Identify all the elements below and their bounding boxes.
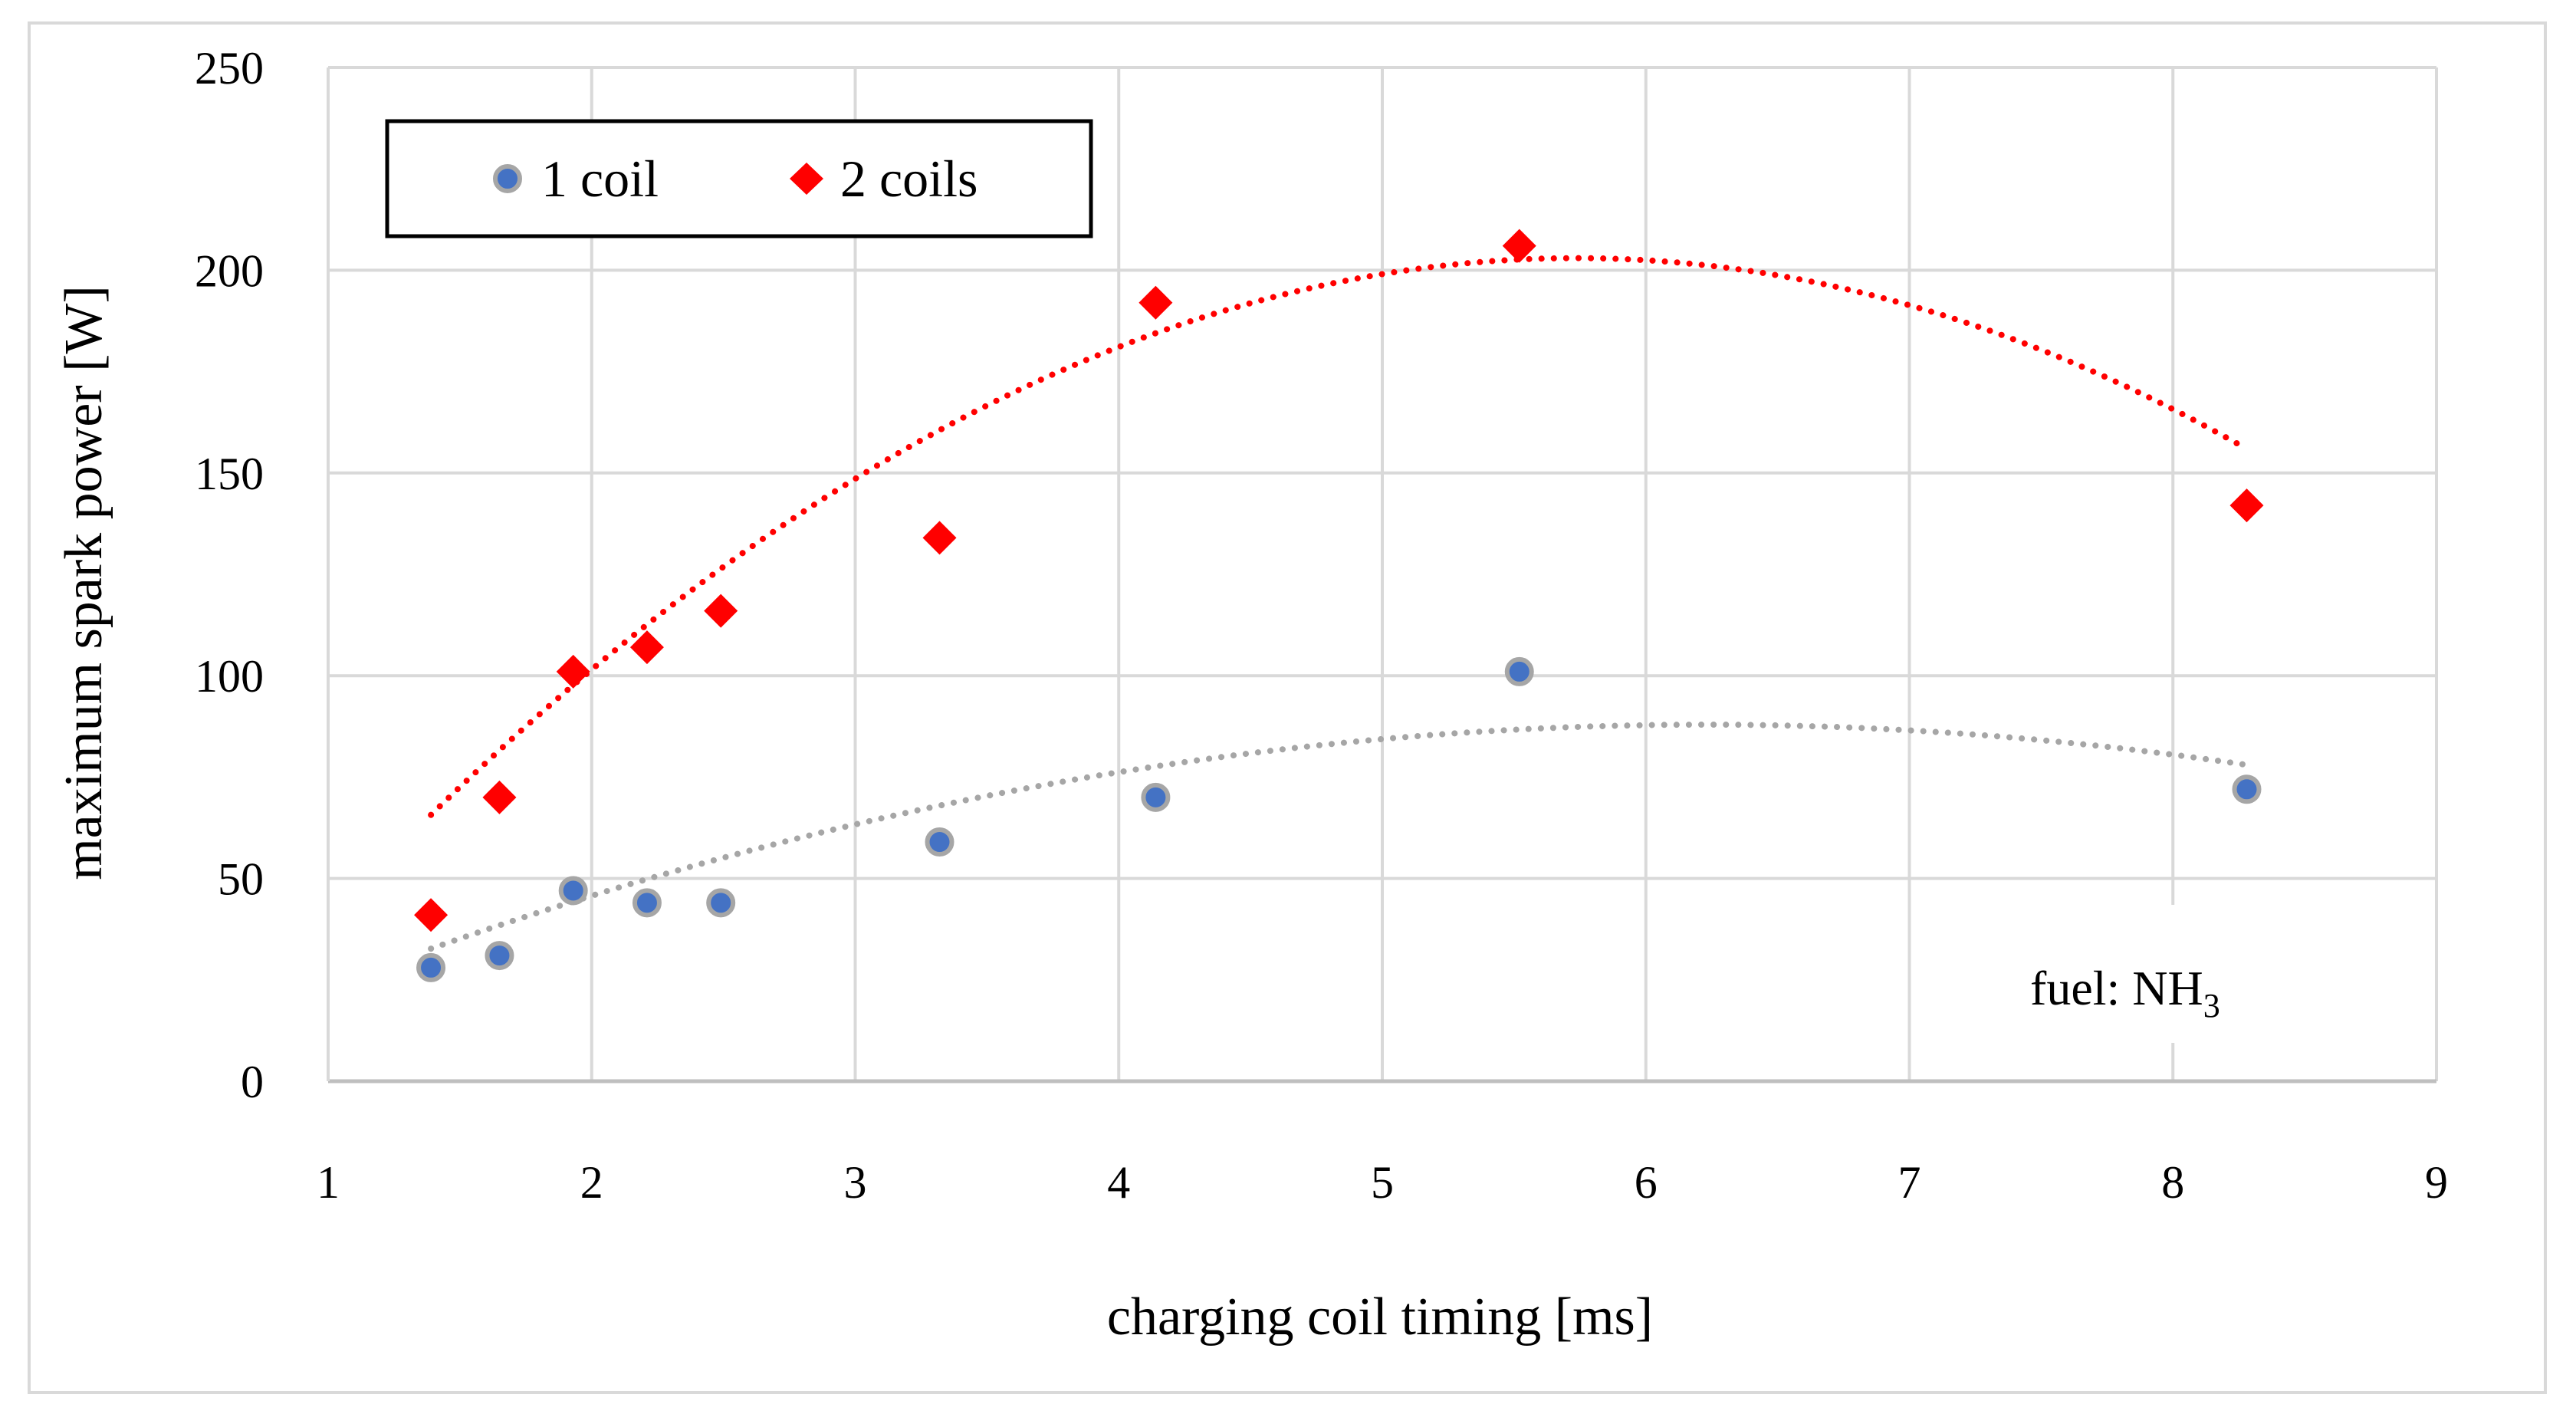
legend-marker-2-coils [790, 163, 823, 195]
legend-label-1-coil: 1 coil [541, 150, 659, 208]
point-series-2-5 [704, 594, 738, 628]
point-series-1-7 [1141, 782, 1171, 812]
y-tick-label-50: 50 [218, 854, 264, 905]
y-axis-title: maximum spark power [W] [54, 285, 113, 880]
fuel-annotation-prefix: fuel: NH [2030, 961, 2203, 1015]
axes [327, 67, 2436, 1084]
point-series-2-8 [1502, 229, 1536, 263]
x-tick-label-8: 8 [2161, 1157, 2184, 1208]
y-tick-label-250: 250 [195, 43, 264, 94]
x-axis-title: charging coil timing [ms] [1107, 1287, 1653, 1347]
point-series-2-7 [1138, 285, 1173, 320]
y-tick-label-100: 100 [195, 651, 264, 702]
point-series-1-8 [1504, 656, 1534, 686]
x-tick-label-6: 6 [1635, 1157, 1658, 1208]
x-tick-label-9: 9 [2425, 1157, 2448, 1208]
legend[interactable]: 1 coil 2 coils [385, 119, 1093, 238]
point-series-1-2 [485, 941, 514, 971]
x-tick-label-3: 3 [844, 1157, 867, 1208]
x-tick-label-4: 4 [1107, 1157, 1130, 1208]
fuel-annotation-subscript: 3 [2203, 987, 2220, 1024]
point-series-1-1 [416, 952, 446, 982]
annotation-background [1990, 905, 2335, 1043]
data-points [414, 229, 2264, 982]
point-series-1-3 [558, 876, 588, 906]
tick-labels: 1 2 3 4 5 6 7 8 9 0 50 100 150 200 250 [195, 43, 2448, 1208]
point-series-2-6 [922, 521, 957, 555]
chart-border [28, 21, 2547, 1394]
point-series-1-9 [2232, 774, 2262, 804]
point-series-2-3 [556, 654, 590, 689]
trendlines [428, 255, 2250, 952]
legend-marker-1-coil [493, 164, 522, 193]
point-series-1-4 [632, 888, 662, 918]
point-series-2-1 [414, 898, 449, 932]
x-tick-label-2: 2 [580, 1157, 603, 1208]
y-tick-label-150: 150 [195, 449, 264, 499]
point-series-2-4 [629, 630, 664, 665]
y-tick-label-200: 200 [195, 245, 264, 296]
fuel-annotation: fuel: NH3 [2030, 961, 2220, 1024]
point-series-2-9 [2229, 488, 2264, 523]
point-series-1-6 [925, 827, 955, 857]
x-tick-label-1: 1 [317, 1157, 340, 1208]
x-tick-label-5: 5 [1371, 1157, 1394, 1208]
legend-box [385, 119, 1093, 238]
x-tick-label-7: 7 [1898, 1157, 1921, 1208]
trendline-series-2 [428, 255, 2250, 818]
point-series-2-2 [482, 780, 517, 814]
legend-label-2-coils: 2 coils [840, 150, 978, 208]
y-tick-label-0: 0 [241, 1057, 264, 1107]
point-series-1-5 [706, 888, 736, 918]
